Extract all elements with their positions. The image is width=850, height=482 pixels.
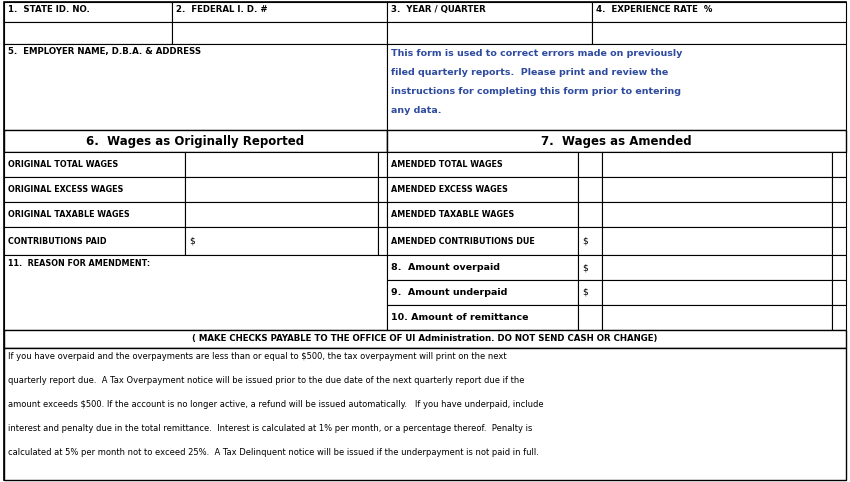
Bar — [4, 348, 846, 480]
Text: 1.  STATE ID. NO.: 1. STATE ID. NO. — [8, 5, 90, 14]
Bar — [602, 202, 832, 227]
Bar — [172, 2, 387, 22]
Bar — [4, 44, 387, 130]
Bar — [4, 2, 172, 22]
Bar — [387, 2, 592, 22]
Text: ORIGINAL EXCESS WAGES: ORIGINAL EXCESS WAGES — [8, 185, 123, 194]
Text: 4.  EXPERIENCE RATE  %: 4. EXPERIENCE RATE % — [596, 5, 712, 14]
Bar — [832, 280, 846, 305]
Bar — [578, 202, 602, 227]
Text: AMENDED CONTRIBUTIONS DUE: AMENDED CONTRIBUTIONS DUE — [391, 237, 535, 245]
Text: AMENDED EXCESS WAGES: AMENDED EXCESS WAGES — [391, 185, 507, 194]
Bar — [378, 177, 387, 202]
Bar — [602, 177, 832, 202]
Bar — [832, 177, 846, 202]
Text: 2.  FEDERAL I. D. #: 2. FEDERAL I. D. # — [176, 5, 268, 14]
Text: 9.  Amount underpaid: 9. Amount underpaid — [391, 288, 507, 297]
Bar — [832, 227, 846, 255]
Bar — [387, 305, 578, 330]
Bar — [387, 44, 846, 130]
Text: interest and penalty due in the total remittance.  Interest is calculated at 1% : interest and penalty due in the total re… — [8, 424, 532, 433]
Bar — [4, 202, 185, 227]
Bar — [4, 227, 185, 255]
Bar — [4, 255, 387, 330]
Bar — [602, 280, 832, 305]
Text: 3.  YEAR / QUARTER: 3. YEAR / QUARTER — [391, 5, 485, 14]
Bar — [185, 177, 378, 202]
Text: quarterly report due.  A Tax Overpayment notice will be issued prior to the due : quarterly report due. A Tax Overpayment … — [8, 376, 524, 385]
Text: 5.  EMPLOYER NAME, D.B.A. & ADDRESS: 5. EMPLOYER NAME, D.B.A. & ADDRESS — [8, 47, 201, 56]
Bar — [592, 22, 846, 44]
Bar — [387, 255, 578, 280]
Bar — [378, 227, 387, 255]
Text: instructions for completing this form prior to entering: instructions for completing this form pr… — [391, 87, 681, 96]
Bar — [387, 130, 846, 152]
Text: calculated at 5% per month not to exceed 25%.  A Tax Delinquent notice will be i: calculated at 5% per month not to exceed… — [8, 448, 539, 457]
Text: ORIGINAL TAXABLE WAGES: ORIGINAL TAXABLE WAGES — [8, 210, 130, 219]
Bar — [578, 305, 602, 330]
Bar — [578, 227, 602, 255]
Bar — [578, 152, 602, 177]
Text: $: $ — [582, 263, 587, 272]
Bar — [387, 280, 578, 305]
Text: ( MAKE CHECKS PAYABLE TO THE OFFICE OF UI Administration. DO NOT SEND CASH OR CH: ( MAKE CHECKS PAYABLE TO THE OFFICE OF U… — [192, 335, 658, 344]
Bar — [387, 152, 578, 177]
Text: $: $ — [189, 237, 195, 245]
Text: amount exceeds $500. If the account is no longer active, a refund will be issued: amount exceeds $500. If the account is n… — [8, 400, 544, 409]
Bar — [4, 152, 185, 177]
Bar — [185, 227, 378, 255]
Bar — [578, 255, 602, 280]
Bar — [4, 130, 387, 152]
Bar — [185, 152, 378, 177]
Bar — [578, 177, 602, 202]
Text: This form is used to correct errors made on previously: This form is used to correct errors made… — [391, 49, 683, 58]
Text: 10. Amount of remittance: 10. Amount of remittance — [391, 313, 529, 322]
Text: 6.  Wages as Originally Reported: 6. Wages as Originally Reported — [87, 134, 304, 147]
Bar — [387, 202, 578, 227]
Bar — [4, 22, 172, 44]
Bar — [185, 202, 378, 227]
Text: any data.: any data. — [391, 106, 441, 115]
Bar — [832, 255, 846, 280]
Text: ORIGINAL TOTAL WAGES: ORIGINAL TOTAL WAGES — [8, 160, 118, 169]
Bar — [602, 305, 832, 330]
Text: AMENDED TAXABLE WAGES: AMENDED TAXABLE WAGES — [391, 210, 514, 219]
Text: $: $ — [582, 237, 587, 245]
Bar — [172, 22, 387, 44]
Text: filed quarterly reports.  Please print and review the: filed quarterly reports. Please print an… — [391, 68, 668, 77]
Bar — [387, 22, 592, 44]
Bar — [832, 152, 846, 177]
Text: 7.  Wages as Amended: 7. Wages as Amended — [541, 134, 692, 147]
Bar — [378, 152, 387, 177]
Bar — [378, 202, 387, 227]
Text: 8.  Amount overpaid: 8. Amount overpaid — [391, 263, 500, 272]
Bar — [387, 177, 578, 202]
Text: 11.  REASON FOR AMENDMENT:: 11. REASON FOR AMENDMENT: — [8, 259, 150, 268]
Bar — [602, 227, 832, 255]
Bar — [602, 255, 832, 280]
Bar — [387, 227, 578, 255]
Bar — [4, 177, 185, 202]
Bar — [4, 330, 846, 348]
Text: $: $ — [582, 288, 587, 297]
Bar — [592, 2, 846, 22]
Text: CONTRIBUTIONS PAID: CONTRIBUTIONS PAID — [8, 237, 106, 245]
Bar — [832, 202, 846, 227]
Text: AMENDED TOTAL WAGES: AMENDED TOTAL WAGES — [391, 160, 502, 169]
Bar — [832, 305, 846, 330]
Text: If you have overpaid and the overpayments are less than or equal to $500, the ta: If you have overpaid and the overpayment… — [8, 352, 507, 361]
Bar — [578, 280, 602, 305]
Bar — [602, 152, 832, 177]
